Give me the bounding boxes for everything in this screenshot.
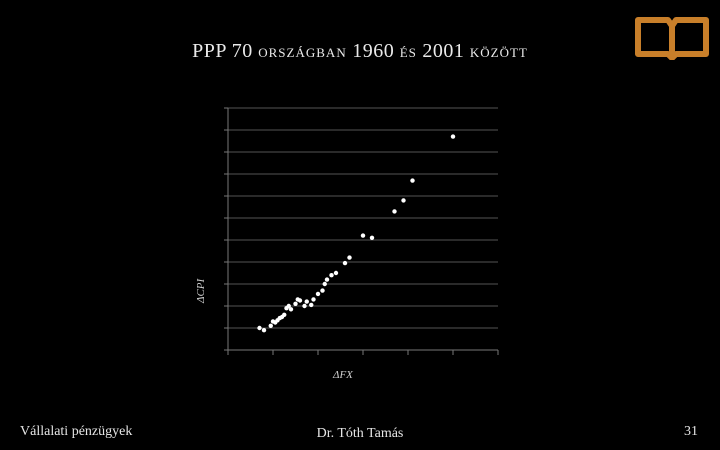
open-book-icon (635, 17, 709, 60)
data-point (333, 270, 339, 276)
chart-axes (224, 107, 499, 355)
data-point (315, 291, 321, 297)
title-word-orszagban: ORSZÁGBAN (258, 45, 347, 60)
y-axis-label: ΔCPI (195, 277, 207, 304)
chart-points (257, 134, 456, 333)
data-point (347, 255, 352, 260)
data-point (329, 273, 334, 278)
data-point (401, 198, 406, 203)
slide-title: PPP 70 ORSZÁGBAN 1960 ÉS 2001 KÖZÖTT (0, 40, 720, 63)
data-point (322, 281, 327, 287)
chart-grid (228, 107, 498, 329)
data-point (282, 312, 287, 317)
data-point (268, 323, 273, 328)
data-point (293, 301, 298, 306)
data-point (360, 233, 366, 238)
data-point (369, 235, 375, 240)
data-point (297, 298, 303, 303)
x-axis-label: ΔFX (332, 369, 354, 381)
title-year-end: 2001 (422, 40, 465, 62)
title-ppp: PPP 70 (192, 40, 253, 62)
scatter-chart: ΔCPI ΔFX (195, 107, 499, 381)
data-point (392, 209, 397, 214)
page-number: 31 (684, 424, 698, 439)
data-point (288, 307, 294, 312)
data-point (304, 299, 309, 304)
data-point (302, 303, 307, 309)
title-year-start: 1960 (352, 40, 395, 62)
data-point (324, 277, 330, 282)
data-point (320, 288, 325, 293)
title-word-kozott: KÖZÖTT (469, 45, 528, 60)
data-point (261, 328, 267, 333)
footer-course-name: Vállalati pénzügyek (20, 424, 133, 439)
title-word-es: ÉS (399, 45, 417, 60)
data-point (257, 325, 262, 331)
data-point (410, 178, 415, 183)
data-point (342, 260, 348, 266)
data-point (311, 297, 316, 302)
footer-author: Dr. Tóth Tamás (316, 426, 404, 441)
data-point (309, 302, 314, 308)
data-point (450, 134, 456, 139)
data-point (286, 303, 291, 309)
